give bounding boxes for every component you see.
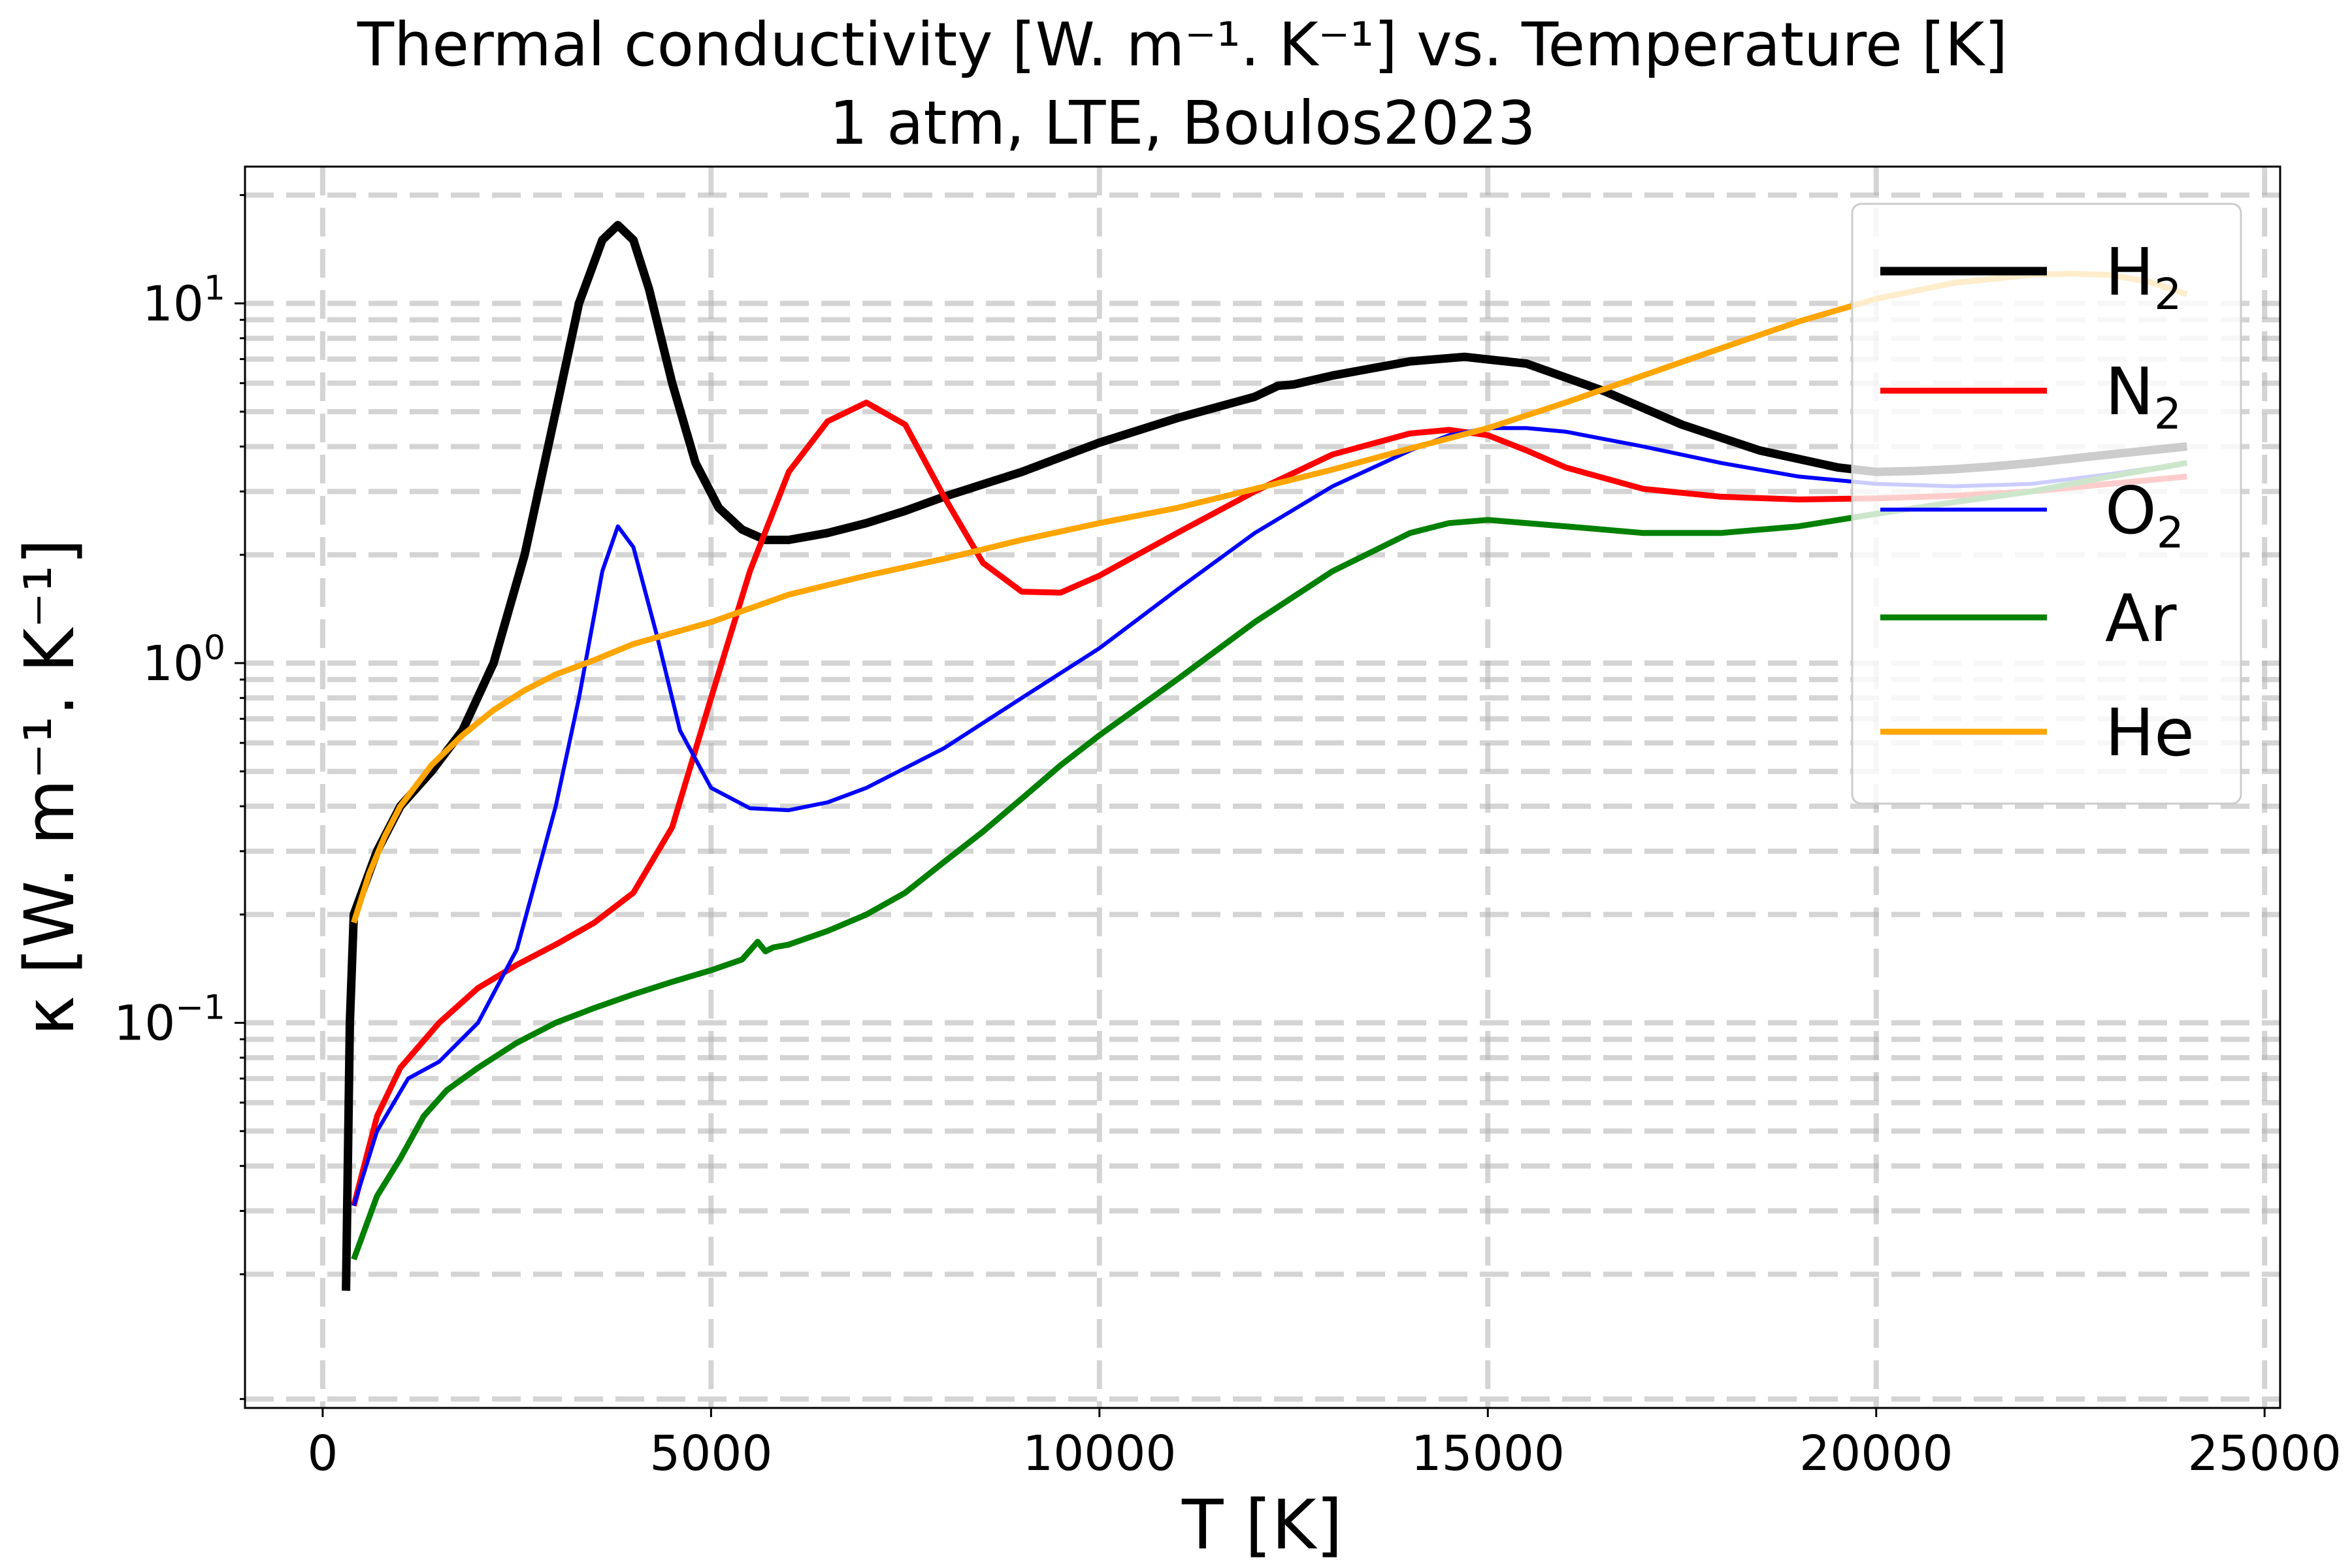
x-tick-label: 25000 [2188,1426,2342,1482]
legend-box [1851,203,2242,805]
legend-series-name: O [2105,472,2157,549]
x-axis-label: T [K] [1181,1485,1343,1565]
legend-series-name: Ar [2105,580,2177,657]
legend-series-name: N [2105,353,2154,430]
y-tick-base: 10 [142,276,204,332]
legend-series-subscript: 2 [2154,269,2181,319]
y-tick-base: 10 [114,996,175,1052]
x-tick-label: 0 [307,1426,338,1482]
x-tick-label: 5000 [649,1426,772,1482]
chart-title: Thermal conductivity [W. m⁻¹. K⁻¹] vs. T… [357,10,2008,80]
legend-series-subscript: 2 [2157,508,2184,558]
legend-label-o2: O2 [2105,472,2184,558]
plot-area-frame [244,165,2281,1409]
series-line-o2 [351,426,2187,1207]
chart-subtitle: 1 atm, LTE, Boulos2023 [829,88,1535,158]
series-line-h2 [342,221,2187,1291]
y-tick-exponent: −1 [175,988,225,1028]
legend-label-ar: Ar [2105,580,2177,657]
y-tick-label: 100 [142,629,225,692]
x-tick-label: 15000 [1411,1426,1565,1482]
y-tick-base: 10 [142,636,204,692]
y-tick-label: 10−1 [114,988,225,1052]
y-tick-exponent: 0 [204,629,225,668]
y-tick-exponent: 1 [204,269,225,308]
x-tick-label: 10000 [1022,1426,1176,1482]
legend-series-name: He [2105,694,2195,771]
y-tick-label: 101 [142,269,225,332]
legend-series-name: H [2105,234,2154,310]
legend-label-n2: N2 [2105,353,2181,439]
x-tick-label: 20000 [1799,1426,1953,1482]
legend-label-he: He [2105,694,2195,771]
series-line-ar [351,460,2188,1261]
series-line-n2 [351,399,2187,1207]
legend-label-h2: H2 [2105,234,2181,319]
y-axis-label: κ [W. m⁻¹. K⁻¹] [10,538,90,1036]
legend-series-subscript: 2 [2154,389,2181,439]
